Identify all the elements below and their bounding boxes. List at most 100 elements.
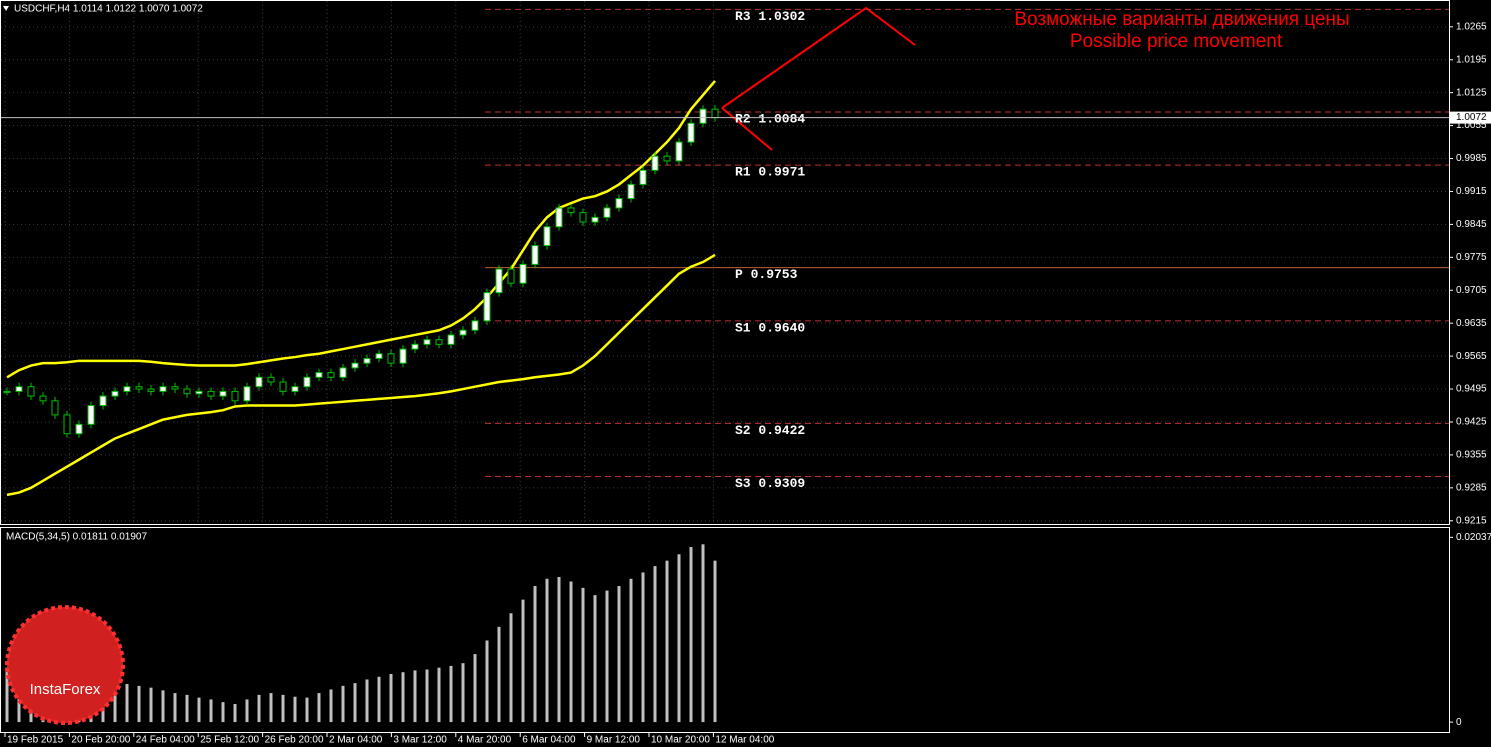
candle bbox=[315, 372, 323, 378]
bar bbox=[461, 663, 465, 723]
bar bbox=[233, 703, 237, 723]
bar bbox=[665, 560, 669, 723]
forecast-arrows bbox=[721, 6, 916, 151]
bar bbox=[401, 672, 405, 723]
candle bbox=[579, 212, 587, 223]
x-tick-label: 4 Mar 20:00 bbox=[458, 735, 512, 746]
x-tick-label: 25 Feb 12:00 bbox=[200, 735, 259, 746]
bar bbox=[497, 626, 501, 723]
y-tick-label: 0.9845 bbox=[1456, 219, 1487, 230]
y-tick-label: 0.9495 bbox=[1456, 384, 1487, 395]
y-tick-label: 0.02037 bbox=[1456, 532, 1491, 543]
candle bbox=[243, 386, 251, 402]
candle bbox=[231, 390, 239, 402]
y-tick-label: 0.9635 bbox=[1456, 318, 1487, 329]
candle bbox=[39, 395, 47, 402]
candle bbox=[435, 339, 443, 345]
candle bbox=[471, 320, 479, 331]
candle bbox=[663, 155, 671, 162]
candle bbox=[483, 292, 491, 322]
bar bbox=[317, 693, 321, 723]
x-tick-label: 12 Mar 04:00 bbox=[715, 735, 774, 746]
bar bbox=[293, 696, 297, 723]
y-tick-label: 0.9565 bbox=[1456, 351, 1487, 362]
candle bbox=[75, 423, 83, 435]
bar bbox=[485, 640, 489, 723]
candle bbox=[507, 268, 515, 284]
bar bbox=[305, 697, 309, 723]
bar bbox=[569, 581, 573, 723]
bar bbox=[677, 554, 681, 723]
x-tick-label: 6 Mar 04:00 bbox=[522, 735, 576, 746]
pivot-label: R2 1.0084 bbox=[735, 111, 805, 126]
bar bbox=[221, 702, 225, 723]
pivot-label: S1 0.9640 bbox=[735, 320, 805, 335]
macd-frame bbox=[0, 527, 1450, 733]
bar bbox=[629, 578, 633, 723]
candle bbox=[255, 376, 263, 388]
candle bbox=[603, 207, 611, 218]
candle bbox=[375, 353, 383, 359]
current-price-box bbox=[1450, 111, 1491, 124]
candle bbox=[519, 263, 527, 284]
bar bbox=[245, 699, 249, 723]
bar bbox=[149, 687, 153, 723]
bar bbox=[437, 667, 441, 723]
candle bbox=[291, 386, 299, 392]
bar bbox=[413, 670, 417, 723]
bar bbox=[185, 694, 189, 723]
indicator-line bbox=[6, 80, 716, 379]
pivot-label: S2 0.9422 bbox=[735, 423, 805, 438]
candle bbox=[459, 329, 467, 336]
candle bbox=[3, 390, 11, 393]
candle bbox=[447, 334, 455, 345]
y-tick-label: 0.9425 bbox=[1456, 417, 1487, 428]
y-tick-label: 1.0055 bbox=[1456, 120, 1487, 131]
candle bbox=[495, 268, 503, 294]
x-tick-label: 26 Feb 20:00 bbox=[265, 735, 324, 746]
candle bbox=[171, 386, 179, 390]
candle bbox=[63, 414, 71, 435]
candle bbox=[639, 169, 647, 185]
annotation: Possible price movement bbox=[1070, 31, 1283, 52]
x-tick-label: 19 Feb 2015 bbox=[7, 735, 64, 746]
candle bbox=[387, 353, 395, 364]
candle bbox=[363, 357, 371, 364]
macd-title: MACD(5,34,5) 0.01811 0.01907 bbox=[6, 532, 147, 543]
bar bbox=[137, 685, 141, 723]
pivot-label: R3 1.0302 bbox=[735, 9, 805, 24]
candle bbox=[567, 207, 575, 214]
pivot-label: P 0.9753 bbox=[735, 267, 798, 282]
bar bbox=[617, 586, 621, 723]
y-tick-label: 0 bbox=[1456, 717, 1462, 728]
y-tick-label: 0.9915 bbox=[1456, 186, 1487, 197]
x-tick-label: 10 Mar 20:00 bbox=[651, 735, 710, 746]
candle bbox=[675, 141, 683, 162]
y-tick-label: 0.9985 bbox=[1456, 153, 1487, 164]
bar bbox=[329, 689, 333, 723]
bar bbox=[473, 654, 477, 723]
logo-text: InstaForex bbox=[30, 681, 101, 698]
logo-badge bbox=[5, 605, 125, 725]
bar bbox=[161, 690, 165, 723]
candle bbox=[651, 155, 659, 171]
bar bbox=[389, 674, 393, 723]
annotation: Возможные варианты движения цены bbox=[1014, 9, 1349, 30]
candle bbox=[195, 390, 203, 395]
bar bbox=[701, 544, 705, 723]
candle bbox=[219, 390, 227, 397]
candle bbox=[27, 386, 35, 397]
bar bbox=[257, 694, 261, 723]
candle bbox=[627, 183, 635, 200]
x-tick-label: 20 Feb 20:00 bbox=[71, 735, 130, 746]
indicator-line bbox=[6, 253, 716, 497]
candle bbox=[591, 216, 599, 223]
candle bbox=[51, 400, 59, 416]
candle bbox=[99, 395, 107, 407]
bar bbox=[173, 693, 177, 723]
candle bbox=[339, 367, 347, 378]
y-tick-label: 0.9285 bbox=[1456, 482, 1487, 493]
candle bbox=[267, 376, 275, 383]
